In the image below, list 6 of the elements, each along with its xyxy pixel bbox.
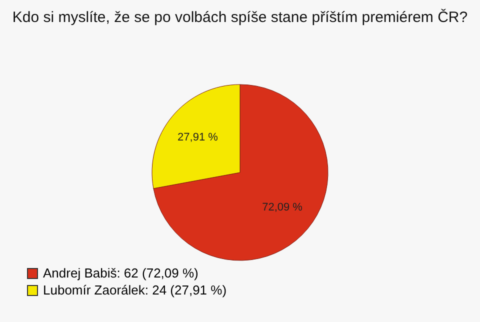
data-label: 72,09 % — [262, 202, 303, 214]
pie-slice — [153, 84, 328, 261]
legend-label: Andrej Babiš: 62 (72,09 %) — [43, 266, 198, 280]
data-label: 27,91 % — [178, 131, 218, 144]
legend-label: Lubomír Zaorálek: 24 (27,91 %) — [43, 282, 227, 298]
chart-title: Kdo si myslíte, že se po volbách spíše stane příštím premiérem ČR? — [12, 8, 468, 26]
